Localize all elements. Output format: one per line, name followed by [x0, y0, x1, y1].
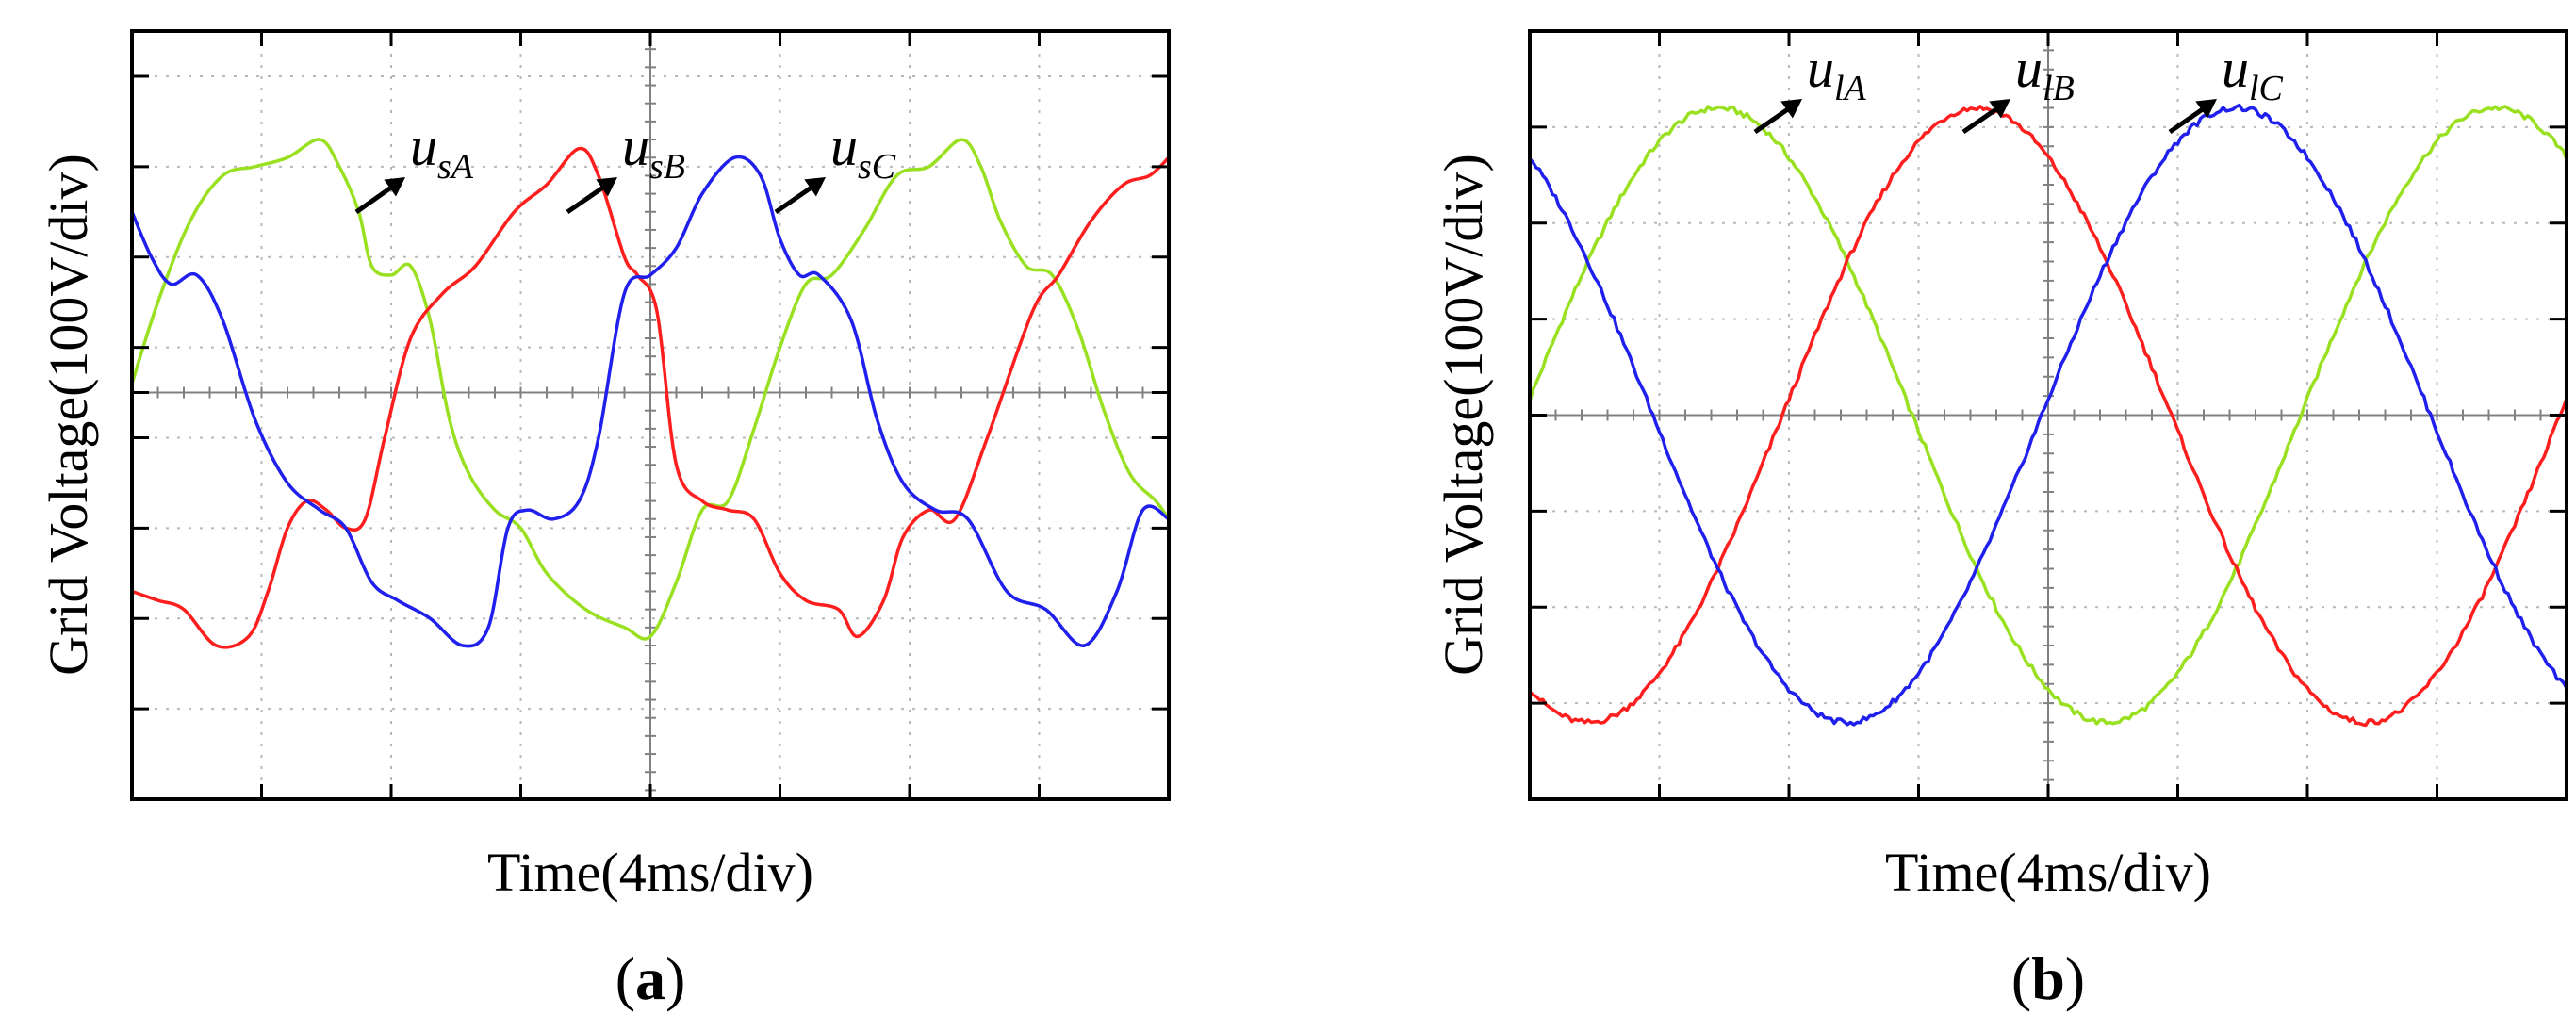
plot-a-ylabel: Grid Voltage(100V/div): [38, 154, 99, 676]
annotation-usC: usC: [774, 116, 896, 215]
plot-a-ticks: [132, 31, 1169, 799]
series-line-ulA: [1528, 105, 2568, 726]
annotation-ulA: ulA: [1753, 38, 1867, 135]
series-line-ulC: [1528, 103, 2568, 727]
annotation-usA: usA: [354, 116, 474, 215]
plot-b-series: [1528, 103, 2568, 728]
series-line-usA: [130, 138, 1171, 641]
annotation-label: usA: [410, 116, 474, 187]
annotation-usB: usB: [566, 116, 685, 215]
panel-b: ulA ulB ulC Grid Voltage(100V/div) Time(4m…: [1433, 29, 2568, 1012]
annotation-label: ulB: [2015, 38, 2075, 108]
plot-b-grid: [1529, 31, 2568, 800]
annotation-label: usB: [622, 116, 685, 187]
plot-b-ticks: [1530, 31, 2567, 799]
plot-a-annotations: usA usB usC: [354, 116, 896, 215]
plot-b-panel-label: (b): [2011, 945, 2085, 1012]
arrow-head-icon: [804, 177, 826, 197]
annotation-ulC: ulC: [2168, 38, 2284, 135]
annotation-label: usC: [830, 116, 896, 187]
arrow-head-icon: [384, 177, 405, 197]
annotation-label: ulC: [2222, 38, 2284, 108]
series-line-ulB: [1528, 105, 2568, 728]
annotation-ulB: ulB: [1961, 38, 2075, 135]
plot-a-xlabel: Time(4ms/div): [487, 842, 813, 903]
plot-b-annotations: ulA ulB ulC: [1753, 38, 2284, 135]
plot-b-xlabel: Time(4ms/div): [1885, 842, 2211, 903]
arrow-head-icon: [1780, 99, 1802, 119]
panel-a: usA usB usC Grid Voltage(100V/div) Time(4m…: [38, 29, 1171, 1012]
arrow-head-icon: [1989, 99, 2010, 119]
arrow-head-icon: [596, 177, 617, 197]
plot-a-series: [130, 138, 1171, 649]
plot-b-ylabel: Grid Voltage(100V/div): [1433, 154, 1494, 676]
annotation-label: ulA: [1807, 38, 1867, 108]
arrow-head-icon: [2195, 99, 2217, 119]
plot-a-grid: [131, 31, 1170, 799]
plot-a-panel-label: (a): [615, 945, 686, 1012]
series-line-usC: [130, 155, 1170, 648]
